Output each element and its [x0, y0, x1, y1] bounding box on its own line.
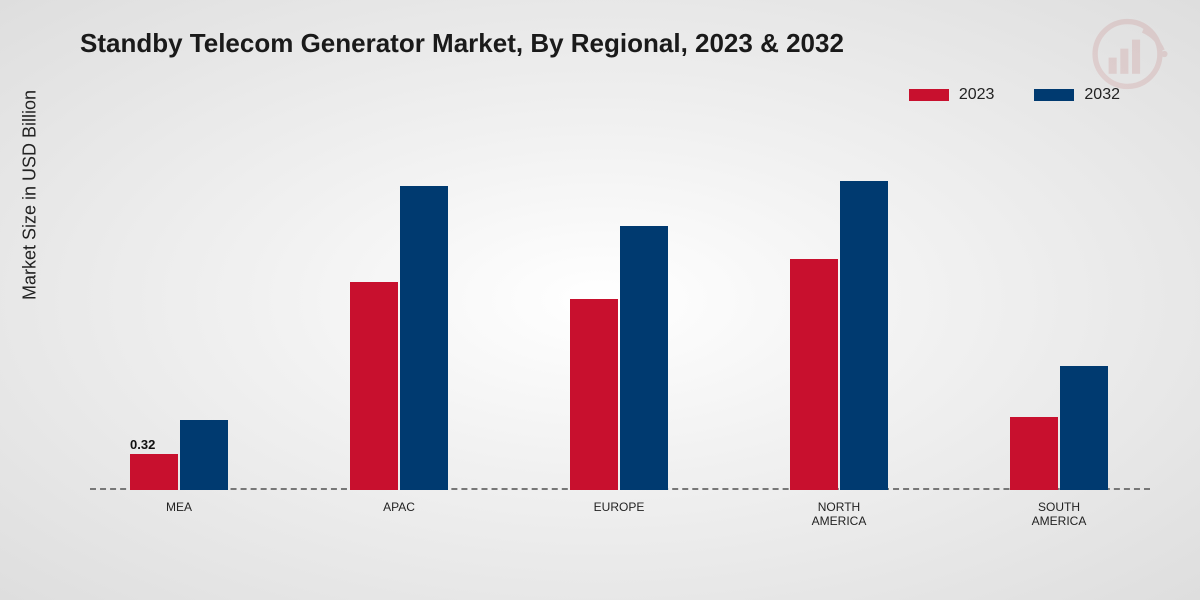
legend-swatch-2023 [909, 89, 949, 101]
legend-label-2032: 2032 [1084, 86, 1120, 104]
bar-2032 [620, 226, 668, 490]
category-label: MEA [166, 500, 192, 514]
bar-2023 [130, 454, 178, 490]
bar-group: NORTH AMERICA [790, 181, 888, 490]
bar-2032 [180, 420, 228, 490]
bar-2032 [840, 181, 888, 490]
bar-2023 [1010, 417, 1058, 490]
chart-title: Standby Telecom Generator Market, By Reg… [80, 28, 844, 59]
bar-value-label: 0.32 [130, 437, 155, 452]
bar-2023 [570, 299, 618, 490]
category-label: EUROPE [594, 500, 645, 514]
bar-group: EUROPE [570, 226, 668, 490]
legend-item-2023: 2023 [909, 86, 995, 104]
bar-2023 [350, 282, 398, 490]
bar-2032 [400, 186, 448, 490]
chart-plot-area: MEA0.32 APAC EUROPE NORTH AMERICA SOUTH AMER… [90, 130, 1150, 490]
category-label: APAC [383, 500, 415, 514]
legend: 2023 2032 [909, 86, 1120, 104]
category-label: NORTH AMERICA [812, 500, 867, 529]
bar-2023 [790, 259, 838, 490]
legend-label-2023: 2023 [959, 86, 995, 104]
legend-swatch-2032 [1034, 89, 1074, 101]
bar-group: APAC [350, 186, 448, 490]
watermark-logo [1078, 18, 1168, 88]
y-axis-label: Market Size in USD Billion [20, 90, 41, 300]
category-label: SOUTH AMERICA [1032, 500, 1087, 529]
legend-item-2032: 2032 [1034, 86, 1120, 104]
bar-group: SOUTH AMERICA [1010, 366, 1108, 490]
bar-group: MEA0.32 [130, 420, 228, 490]
bar-2032 [1060, 366, 1108, 490]
